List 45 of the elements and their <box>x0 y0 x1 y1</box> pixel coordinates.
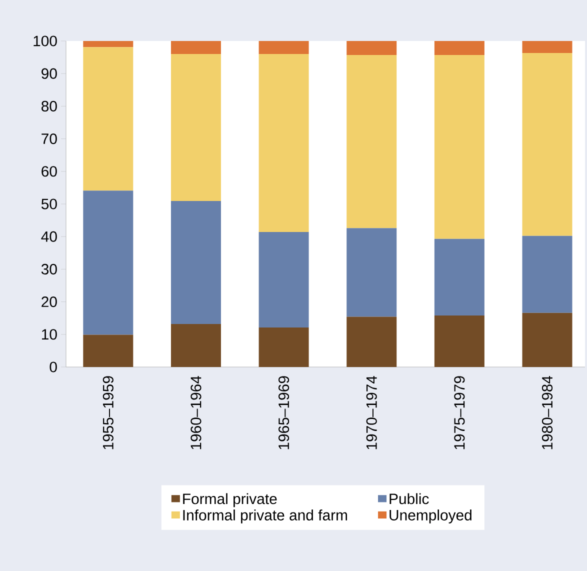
bar <box>522 312 572 367</box>
x-tick-label: 1960–1964 <box>190 376 202 450</box>
bar <box>258 54 309 232</box>
bar <box>170 54 221 202</box>
bar <box>522 53 572 236</box>
bar <box>522 236 572 313</box>
x-tick-label: 1970–1974 <box>366 376 377 450</box>
bar <box>434 40 484 56</box>
legend-label: Unemployed <box>390 510 472 524</box>
bar <box>170 324 221 367</box>
bar <box>83 190 134 335</box>
bar <box>83 334 134 367</box>
bar <box>522 40 572 54</box>
x-tick-label: 1980–1984 <box>542 376 553 450</box>
x-tick-label: 1965–1969 <box>278 376 290 450</box>
bar <box>170 40 221 54</box>
bar <box>258 40 309 54</box>
bar <box>434 315 484 367</box>
bar <box>258 328 309 367</box>
y-tick-label: 80 <box>42 100 57 112</box>
bar <box>83 40 134 48</box>
x-tick-label: 1955–1959 <box>102 376 114 450</box>
legend-label: Formal private <box>183 493 277 508</box>
bar <box>346 40 397 56</box>
bar <box>434 55 484 239</box>
bar <box>83 47 134 191</box>
legend-label: Informal private and farm <box>183 510 348 524</box>
bar <box>258 232 309 328</box>
legend-label: Public <box>390 493 429 504</box>
y-tick-label: 100 <box>34 36 57 46</box>
y-tick-label: 30 <box>41 264 57 274</box>
y-tick-label: 50 <box>41 198 57 210</box>
x-tick-label: 1975–1979 <box>454 376 465 450</box>
y-tick-label: 70 <box>42 133 57 144</box>
bar <box>346 228 397 317</box>
y-tick-label: 20 <box>42 296 57 308</box>
y-tick-label: 10 <box>42 329 57 340</box>
bar <box>170 201 221 324</box>
y-tick-label: 0 <box>50 362 57 372</box>
y-tick-label: 90 <box>42 68 57 79</box>
y-tick-label: 60 <box>42 166 57 177</box>
bar <box>346 55 397 228</box>
bar <box>346 316 397 367</box>
bar <box>434 238 484 316</box>
y-tick-label: 40 <box>41 231 57 242</box>
